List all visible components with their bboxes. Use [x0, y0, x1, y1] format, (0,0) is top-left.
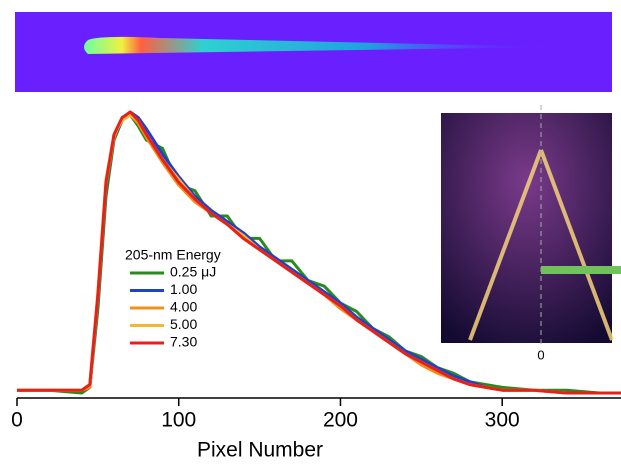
legend-label: 4.00	[170, 299, 197, 315]
x-tick-label: 200	[323, 409, 358, 432]
x-tick-label: 0	[11, 409, 23, 432]
series-line	[17, 110, 621, 395]
legend-label: 0.25 μJ	[170, 264, 216, 280]
legend-label: 1.00	[170, 281, 197, 297]
x-tick-label: 300	[485, 409, 520, 432]
legend-label: 5.00	[170, 316, 197, 332]
x-axis-label: Pixel Number	[197, 439, 323, 462]
inset-cone	[468, 149, 614, 341]
inset-label: 0	[537, 347, 544, 362]
image-streak	[84, 36, 560, 54]
x-tick-label: 100	[161, 409, 196, 432]
legend-label: 7.30	[170, 334, 197, 350]
inset-bar	[541, 266, 621, 274]
legend-title: 205-nm Energy	[125, 247, 221, 263]
inset-image	[441, 113, 612, 343]
